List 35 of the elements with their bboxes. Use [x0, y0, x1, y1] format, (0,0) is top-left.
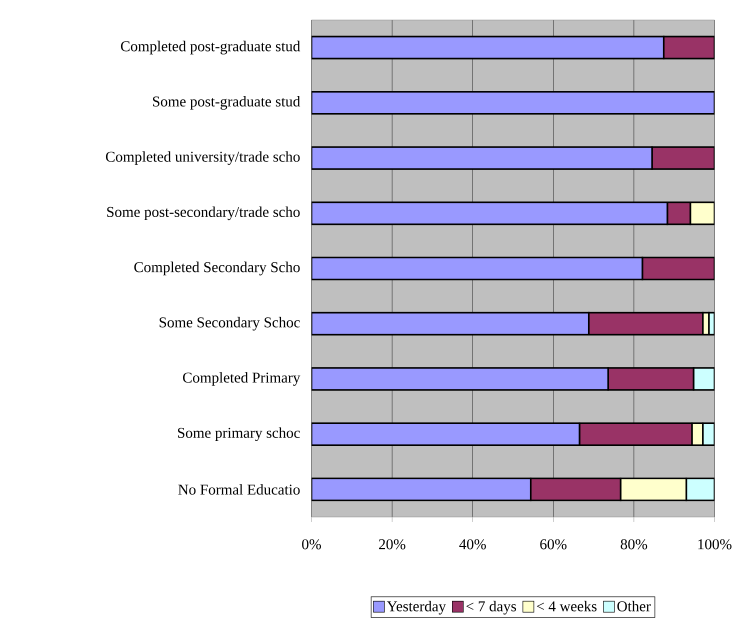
legend-label: Other — [617, 600, 651, 612]
bar — [607, 367, 694, 391]
x-tick-label: 40% — [459, 539, 486, 550]
y-tick-label: Some Secondary Schoc — [160, 316, 300, 331]
y-tick-label: No Formal Educatio — [178, 484, 300, 495]
bar — [312, 367, 609, 391]
bar — [312, 478, 532, 502]
y-tick-label: Completed Secondary Scho — [134, 262, 300, 276]
bar — [312, 256, 644, 280]
bar — [620, 478, 688, 502]
bar — [312, 422, 580, 446]
bar — [312, 201, 668, 226]
bar — [578, 422, 693, 446]
x-tick-label: 100% — [698, 539, 732, 550]
bar — [662, 36, 715, 60]
legend-label: Yesterday — [386, 600, 446, 614]
bar — [530, 478, 622, 502]
legend-label: < 4 weeks — [536, 600, 597, 612]
x-tick-label: 80% — [620, 539, 648, 550]
bar — [312, 312, 590, 336]
y-tick-label: Completed university/trade scho — [106, 151, 300, 165]
bar — [651, 146, 715, 170]
x-tick-label: 60% — [540, 539, 567, 550]
y-tick-label: Completed Primary — [183, 372, 300, 386]
bar — [312, 91, 715, 115]
y-tick-label: Some post-secondary/trade scho — [107, 206, 300, 220]
bar — [312, 146, 653, 170]
y-tick-label: Completed post-graduate stud — [120, 40, 300, 54]
bar — [312, 36, 665, 60]
y-tick-label: Some primary schoc — [178, 427, 300, 441]
x-tick-label: 0% — [302, 539, 321, 550]
y-tick-label: Some post-graduate stud — [152, 96, 300, 110]
bar — [588, 312, 704, 336]
legend-label: < 7 days — [466, 600, 516, 614]
x-tick-label: 20% — [379, 539, 406, 550]
